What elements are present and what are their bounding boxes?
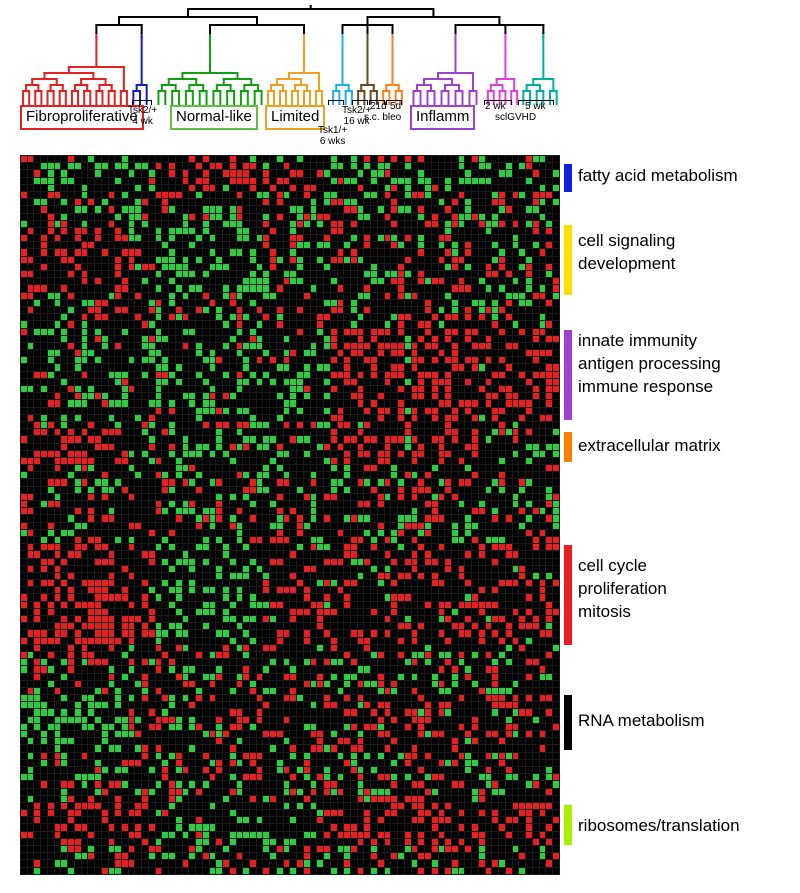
- small-label: 5d: [390, 102, 401, 113]
- small-label: 5 wk: [525, 102, 546, 113]
- small-label: s.c. bleo: [364, 113, 401, 124]
- row-annotation-strip: [564, 432, 572, 462]
- cluster-labels-row: Fibroproliferative Normal-like Limited Infl…: [20, 100, 560, 150]
- row-annotation-strip: [564, 545, 572, 645]
- small-label: 2 wk: [485, 102, 506, 113]
- cluster-box: Normal-like: [170, 105, 258, 130]
- dendrogram: [20, 5, 560, 105]
- row-annotation-strip: [564, 164, 572, 192]
- heatmap-grid: [20, 155, 560, 875]
- heatmap-figure: Fibroproliferative Normal-like Limited Infl…: [0, 0, 800, 893]
- cluster-box: Fibroproliferative: [20, 105, 144, 130]
- row-annotation-label: cell cycleproliferationmitosis: [578, 555, 667, 624]
- row-annotation-label: extracellular matrix: [578, 435, 721, 458]
- row-annotation-strip: [564, 330, 572, 420]
- row-annotation-label: cell signalingdevelopment: [578, 230, 675, 276]
- row-annotation-label: innate immunityantigen processingimmune …: [578, 330, 721, 399]
- small-label: Tsk1/+6 wks: [318, 126, 347, 147]
- row-annotation-strip: [564, 695, 572, 750]
- small-label: 21d: [370, 102, 387, 113]
- cluster-box: Inflamm: [410, 105, 475, 130]
- row-annotation-label: RNA metabolism: [578, 710, 705, 733]
- expression-heatmap: [20, 155, 560, 875]
- row-annotation-label: ribosomes/translation: [578, 815, 740, 838]
- row-annotation-strip: [564, 225, 572, 295]
- small-label: Tsk2/+4 wk: [128, 106, 157, 127]
- row-annotation-strip: [564, 805, 572, 845]
- cluster-box: Limited: [265, 105, 325, 130]
- row-annotation-label: fatty acid metabolism: [578, 165, 738, 188]
- small-label: sclGVHD: [495, 113, 536, 124]
